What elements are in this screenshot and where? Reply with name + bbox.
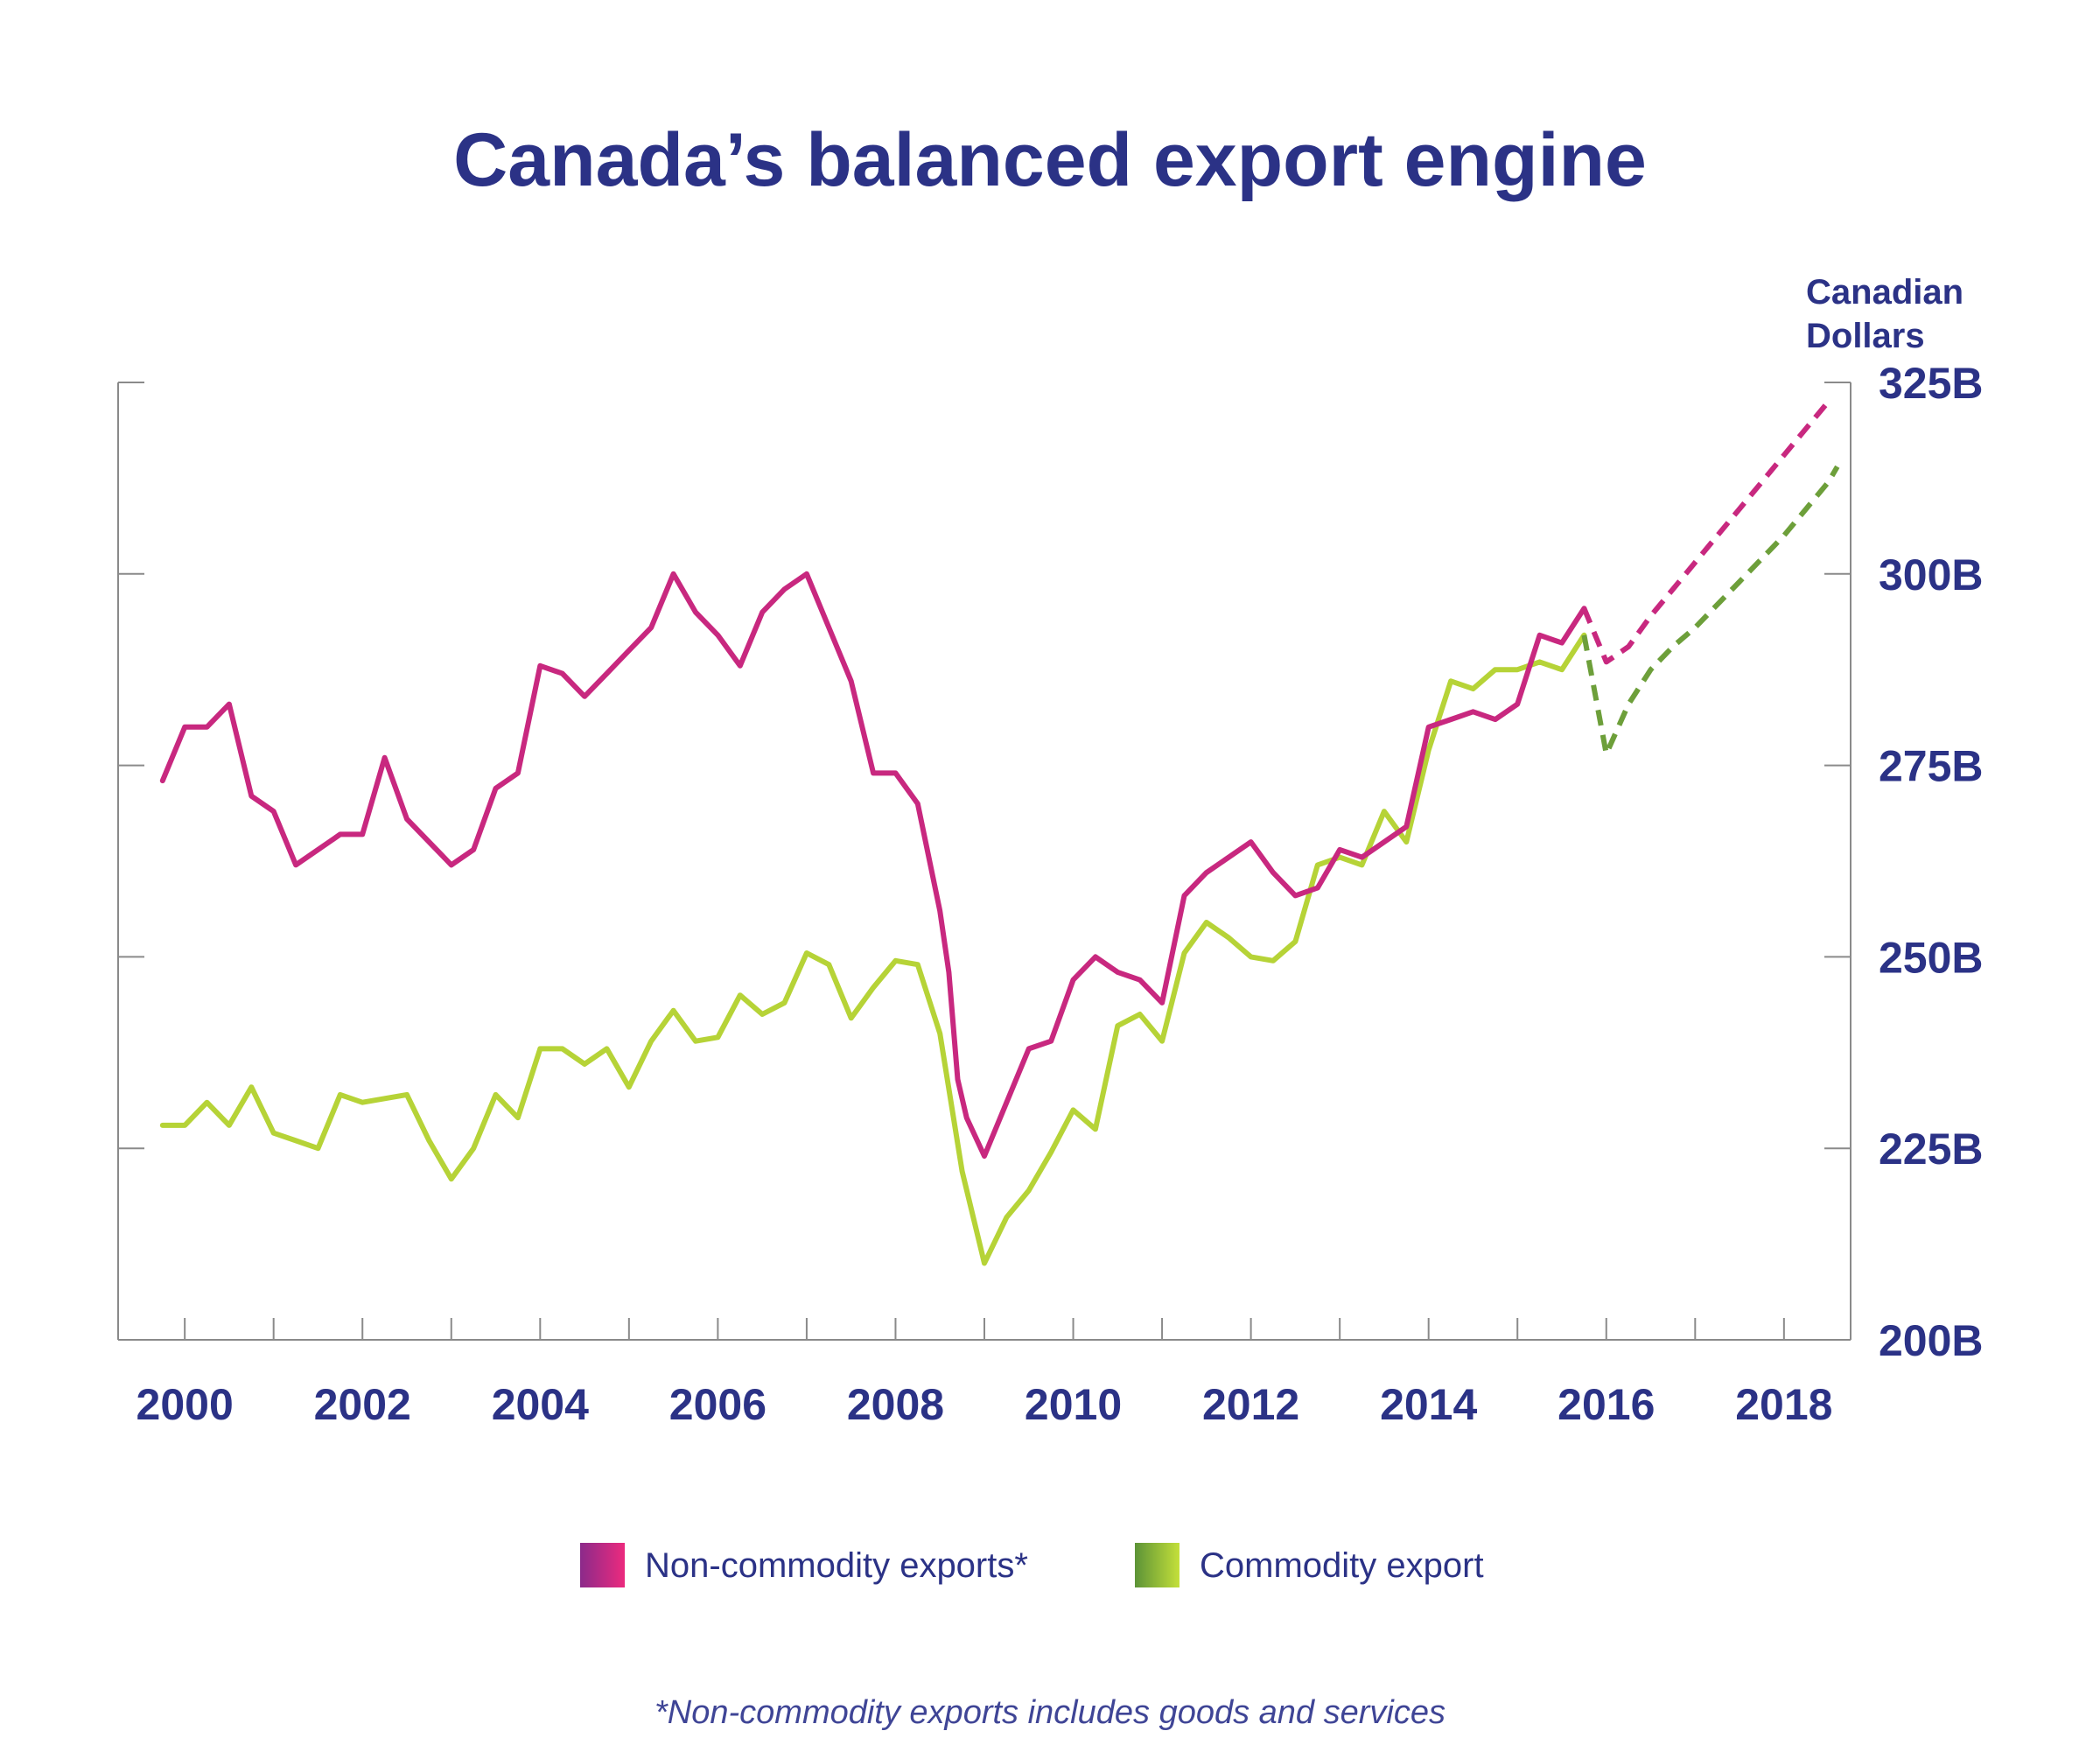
x-tick-label-2006: 2006 (669, 1380, 766, 1429)
x-tick-label-2008: 2008 (847, 1380, 944, 1429)
x-tick-label-2002: 2002 (314, 1380, 411, 1429)
chart-axes (117, 382, 1852, 1341)
y-tick-label-225: 225B (1879, 1125, 1984, 1174)
series-line-commodity (159, 632, 1587, 1266)
y-tick-label-300: 300B (1879, 550, 1984, 599)
y-axis-unit-line-1: Canadian (1806, 273, 1964, 312)
x-tick-label-2012: 2012 (1202, 1380, 1299, 1429)
series-lines (159, 399, 1840, 1266)
legend-swatch-commodity (1135, 1543, 1180, 1587)
legend: Non-commodity exports* Commodity export (580, 1543, 1484, 1587)
legend-label-noncommodity: Non-commodity exports* (645, 1546, 1028, 1585)
x-tick-label-2014: 2014 (1380, 1380, 1477, 1429)
footnote: *Non-commodity exports includes goods an… (654, 1694, 1446, 1731)
y-tick-label-275: 275B (1879, 742, 1984, 791)
x-tick-label-2004: 2004 (492, 1380, 589, 1429)
chart-title: Canada’s balanced export engine (453, 118, 1647, 202)
y-tick-label-200: 200B (1879, 1316, 1984, 1365)
y-tick-label-250: 250B (1879, 933, 1984, 982)
series-forecast-line-commodity (1581, 465, 1840, 757)
x-tick-label-2010: 2010 (1025, 1380, 1122, 1429)
legend-swatch-noncommodity (580, 1543, 625, 1587)
legend-label-commodity: Commodity export (1200, 1546, 1484, 1585)
y-axis-unit-line-2: Dollars (1806, 317, 1925, 355)
x-axis-ticks: 2000 2002 2004 2006 2008 2010 2012 2014 2016 2018 (136, 1318, 1832, 1429)
y-axis-unit-label: Canadian Dollars (1806, 273, 1973, 355)
series-forecast-line-noncommodity (1581, 399, 1830, 665)
series-line-noncommodity (159, 571, 1587, 1159)
y-axis-ticks: 200B 225B 250B 275B 300B 325B (118, 359, 1984, 1365)
x-tick-label-2018: 2018 (1735, 1380, 1832, 1429)
y-tick-label-325: 325B (1879, 359, 1984, 408)
x-tick-label-2000: 2000 (136, 1380, 234, 1429)
x-tick-label-2016: 2016 (1558, 1380, 1655, 1429)
